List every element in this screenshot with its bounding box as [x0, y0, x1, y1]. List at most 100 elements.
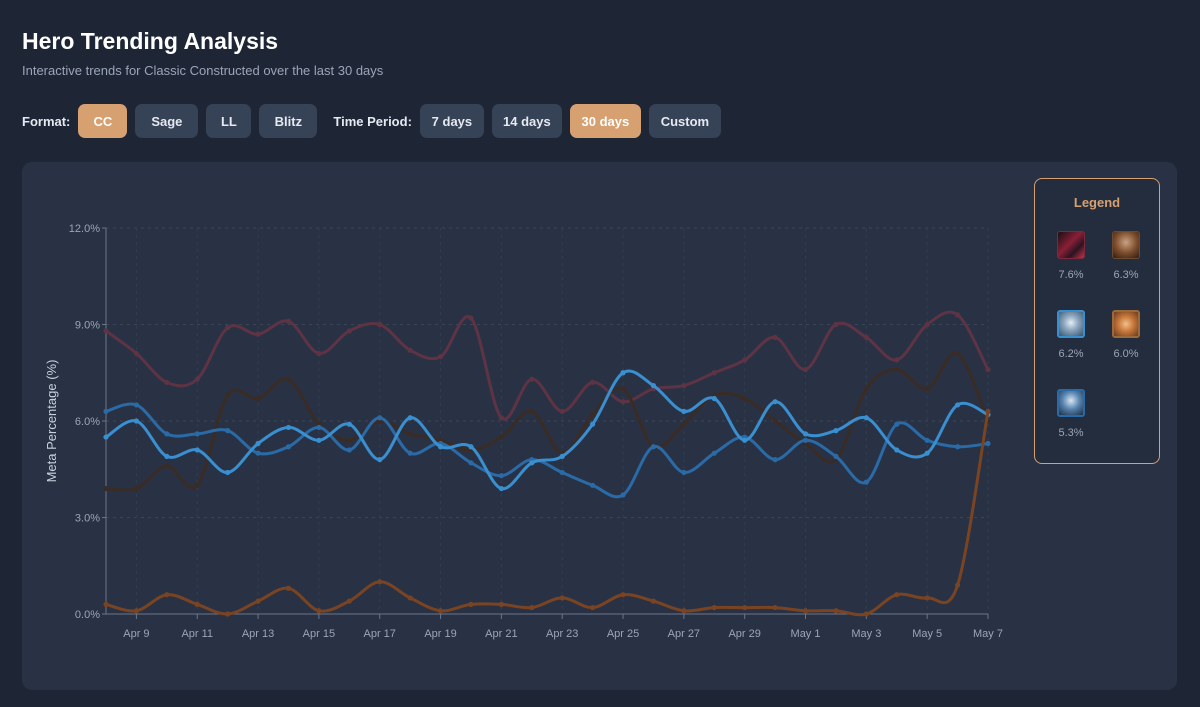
data-point: [285, 444, 292, 450]
x-tick-label: Apr 13: [242, 628, 274, 640]
data-point: [285, 585, 292, 591]
legend-item-hero-1[interactable]: 7.6%: [1051, 231, 1091, 281]
x-tick-label: Apr 15: [303, 628, 335, 640]
format-button-blitz[interactable]: Blitz: [259, 104, 318, 138]
period-button-14-days[interactable]: 14 days: [491, 104, 562, 138]
data-point: [437, 354, 444, 360]
series-line-2: [104, 351, 990, 492]
data-point: [133, 608, 140, 614]
data-point: [164, 463, 170, 469]
data-point: [711, 370, 717, 376]
data-point: [863, 386, 869, 392]
legend-item-pct: 5.3%: [1058, 427, 1084, 439]
filter-bar: Format: CC Sage LL Blitz Time Period: 7 …: [22, 104, 729, 138]
data-point: [164, 431, 170, 437]
data-point: [316, 608, 322, 614]
data-point: [894, 421, 900, 427]
y-tick-label: 12.0%: [69, 223, 100, 235]
bronze-hero-portrait-icon: [1112, 231, 1140, 259]
data-point: [650, 598, 657, 604]
data-point: [468, 444, 474, 450]
data-point: [742, 604, 748, 611]
data-point: [346, 598, 352, 604]
data-point: [377, 579, 383, 585]
data-point: [255, 331, 261, 337]
data-point: [620, 492, 626, 498]
data-point: [103, 328, 109, 334]
data-point: [833, 428, 839, 434]
format-button-ll[interactable]: LL: [206, 104, 252, 138]
period-button-30-days[interactable]: 30 days: [569, 104, 641, 138]
data-point: [650, 444, 657, 450]
data-point: [590, 411, 596, 418]
data-point: [225, 611, 231, 617]
series-line-1: [104, 310, 990, 421]
data-point: [620, 592, 626, 598]
data-point: [711, 604, 717, 611]
x-tick-label: May 1: [791, 628, 821, 640]
format-button-cc[interactable]: CC: [78, 104, 128, 138]
data-point: [802, 366, 809, 373]
data-point: [194, 601, 200, 607]
data-point: [529, 460, 535, 466]
data-point: [802, 608, 809, 614]
data-point: [103, 434, 109, 440]
data-point: [316, 437, 322, 443]
data-point: [559, 469, 565, 476]
data-point: [285, 318, 292, 324]
data-point: [985, 408, 991, 414]
x-tick-label: Apr 29: [728, 628, 760, 640]
data-point: [954, 402, 961, 408]
data-point: [407, 595, 413, 601]
data-point: [346, 421, 352, 427]
x-tick-label: Apr 9: [123, 628, 149, 640]
crimson-hero-portrait-icon: [1057, 231, 1085, 259]
data-point: [863, 415, 869, 421]
data-point: [407, 431, 413, 437]
data-point: [711, 450, 717, 456]
data-point: [133, 418, 140, 424]
chart-panel: 0.0% 3.0% 6.0% 9.0% 12.0% Apr 9 Apr 11 Apr 13 Ap…: [22, 162, 1177, 690]
data-point: [894, 592, 900, 598]
format-button-sage[interactable]: Sage: [135, 104, 199, 138]
data-point: [590, 421, 596, 427]
data-point: [407, 450, 413, 456]
legend-item-hero-4[interactable]: 6.0%: [1106, 310, 1146, 360]
data-point: [711, 395, 717, 402]
x-tick-label: Apr 11: [181, 628, 213, 640]
data-point: [590, 482, 596, 488]
data-point: [468, 460, 474, 466]
data-point: [194, 376, 200, 382]
data-point: [407, 415, 413, 421]
data-point: [620, 386, 626, 392]
data-point: [863, 479, 869, 485]
x-tick-label: Apr 23: [546, 628, 578, 640]
data-point: [377, 321, 383, 328]
data-point: [985, 440, 991, 447]
period-button-custom[interactable]: Custom: [648, 104, 721, 138]
data-point: [681, 608, 687, 614]
legend-item-hero-3[interactable]: 6.2%: [1051, 310, 1091, 360]
legend-item-hero-2[interactable]: 6.3%: [1106, 231, 1146, 281]
data-point: [103, 485, 109, 492]
data-point: [529, 376, 535, 382]
data-point: [194, 431, 200, 437]
data-point: [924, 437, 930, 443]
legend-title: Legend: [1073, 195, 1121, 210]
data-point: [863, 611, 869, 617]
data-point: [620, 370, 626, 376]
data-point: [437, 444, 444, 450]
x-tick-label: Apr 27: [668, 628, 700, 640]
data-point: [225, 428, 231, 434]
data-point: [650, 383, 657, 389]
data-point: [894, 447, 900, 453]
period-button-7-days[interactable]: 7 days: [419, 104, 484, 138]
data-point: [316, 350, 322, 357]
x-tick-label: Apr 17: [364, 628, 396, 640]
data-point: [225, 325, 231, 331]
x-tick-label: May 5: [912, 628, 942, 640]
data-point: [285, 424, 292, 431]
x-tick-label: May 7: [973, 628, 1003, 640]
legend-item-hero-5[interactable]: 5.3%: [1051, 389, 1091, 439]
